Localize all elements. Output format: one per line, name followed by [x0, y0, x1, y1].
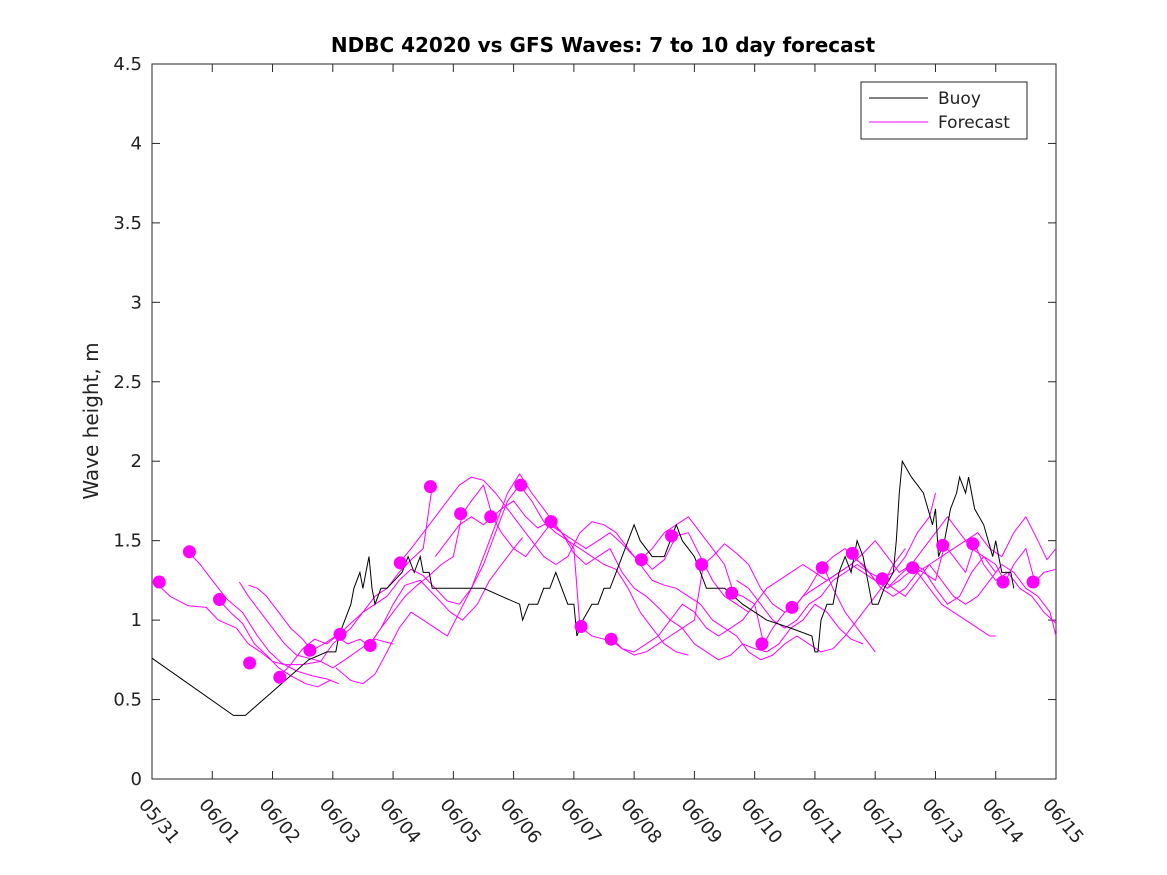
forecast-line	[880, 516, 1057, 597]
forecast-line	[917, 572, 996, 637]
forecast-marker	[243, 656, 257, 670]
forecast-marker	[604, 632, 618, 646]
forecast-marker	[936, 538, 950, 552]
x-tick-label: 06/05	[436, 795, 485, 848]
plot-frame	[151, 63, 1057, 780]
x-tick-label: 06/02	[255, 795, 304, 848]
y-tick-label: 4.5	[113, 54, 142, 75]
x-tick-label: 06/13	[918, 795, 967, 848]
forecast-line	[639, 516, 1057, 645]
legend: Buoy Forecast	[860, 81, 1028, 140]
forecast-line	[434, 500, 997, 653]
forecast-marker	[303, 643, 317, 657]
forecast-marker	[454, 507, 468, 521]
forecast-line	[278, 484, 689, 678]
forecast-marker	[574, 620, 588, 633]
y-tick-label: 3	[131, 292, 142, 313]
y-tick-label: 4	[131, 133, 142, 154]
x-tick-label: 06/01	[194, 795, 243, 848]
forecast-marker	[1026, 575, 1040, 589]
forecast-marker	[785, 600, 799, 614]
forecast-line	[398, 476, 906, 661]
forecast-markers	[152, 478, 1040, 684]
forecast-series	[154, 473, 1057, 688]
y-axis-label: Wave height, m	[79, 342, 103, 499]
forecast-marker	[845, 546, 859, 560]
x-tick-label: 05/31	[134, 795, 183, 848]
forecast-marker	[755, 637, 769, 651]
x-tick-label: 06/08	[616, 795, 665, 848]
forecast-line	[248, 537, 523, 651]
forecast-line	[850, 548, 1057, 605]
x-tick-label: 06/06	[496, 795, 545, 848]
forecast-marker	[333, 627, 347, 641]
x-tick-label: 06/11	[797, 795, 846, 848]
x-tick-label: 06/15	[1038, 795, 1087, 848]
forecast-line	[823, 567, 876, 653]
forecast-marker	[875, 572, 889, 586]
forecast-marker	[695, 558, 709, 571]
x-tick-label: 06/03	[315, 795, 364, 848]
forecast-line	[154, 581, 394, 669]
buoy-series	[151, 459, 1015, 716]
y-tick-label: 2.5	[113, 372, 142, 393]
forecast-marker	[665, 529, 678, 543]
y-tick-label: 0.5	[113, 690, 142, 711]
forecast-marker	[393, 556, 407, 570]
forecast-marker	[544, 515, 558, 529]
x-tick-label: 06/09	[677, 795, 726, 848]
buoy-line	[151, 459, 1015, 716]
forecast-marker	[484, 510, 498, 524]
x-tick-label: 06/04	[375, 795, 424, 848]
chart-title: NDBC 42020 vs GFS Waves: 7 to 10 day for…	[331, 33, 876, 57]
y-tick-label: 1.5	[113, 531, 142, 552]
forecast-marker	[815, 561, 829, 575]
y-axis: 0 0.5 1 1.5 2 2.5 3 3.5 4 4.5	[113, 54, 1056, 790]
forecast-line	[335, 473, 749, 685]
forecast-marker	[634, 553, 648, 567]
forecast-marker	[152, 575, 166, 589]
x-axis: 05/31 06/01 06/02 06/03 06/04 06/05 06/06 06/07…	[134, 64, 1088, 848]
forecast-marker	[363, 639, 377, 652]
forecast-marker	[966, 537, 980, 551]
x-tick-label: 06/14	[978, 795, 1027, 848]
x-tick-label: 06/10	[737, 795, 786, 848]
forecast-marker	[182, 545, 196, 559]
forecast-marker	[725, 586, 739, 600]
forecast-marker	[273, 670, 287, 684]
forecast-line	[368, 484, 864, 661]
y-tick-label: 0	[131, 769, 142, 790]
x-tick-label: 06/12	[857, 795, 906, 848]
legend-buoy-label: Buoy	[938, 89, 981, 109]
forecast-marker	[906, 561, 920, 575]
forecast-marker	[423, 480, 437, 494]
x-tick-label: 06/07	[556, 795, 605, 848]
legend-forecast-label: Forecast	[938, 113, 1010, 133]
y-tick-label: 1	[131, 610, 142, 631]
y-tick-label: 3.5	[113, 213, 142, 234]
forecast-line	[187, 551, 339, 685]
y-tick-label: 2	[131, 451, 142, 472]
forecast-marker	[514, 478, 528, 492]
forecast-line	[217, 599, 331, 688]
forecast-marker	[213, 593, 226, 606]
forecast-marker	[996, 575, 1010, 589]
legend-box	[860, 81, 1028, 140]
